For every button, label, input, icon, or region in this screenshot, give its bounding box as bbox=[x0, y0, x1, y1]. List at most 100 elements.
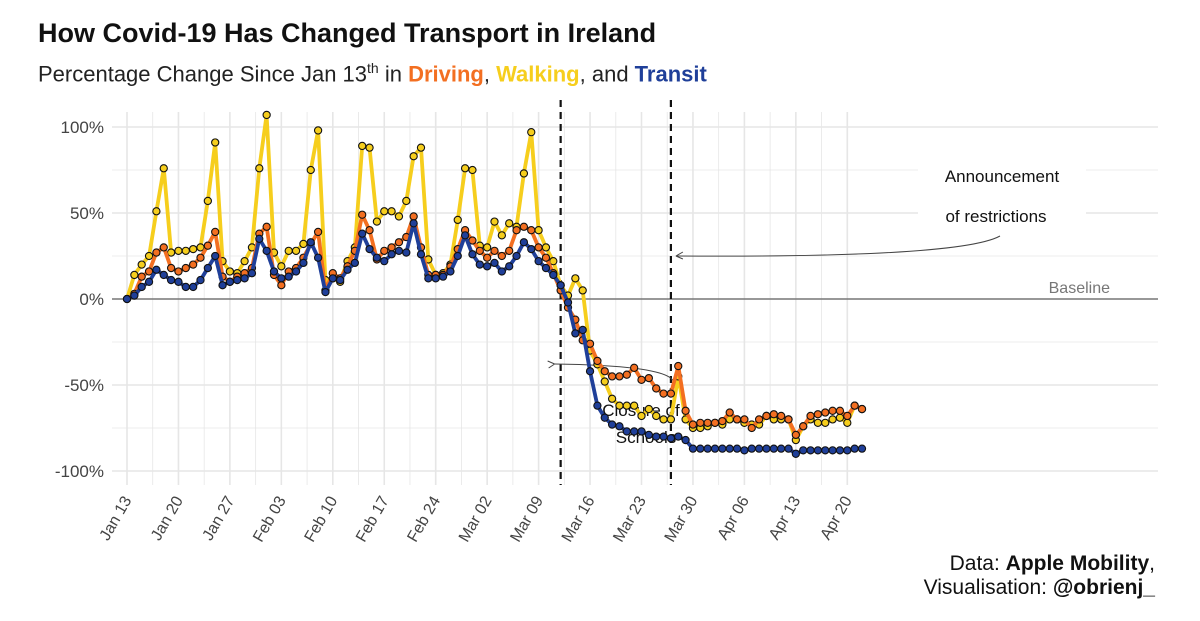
transit-point bbox=[659, 432, 668, 441]
driving-point bbox=[821, 408, 830, 417]
baseline-label: Baseline bbox=[1049, 280, 1110, 297]
transit-point bbox=[512, 251, 521, 261]
walking-point bbox=[152, 207, 161, 216]
transit-point bbox=[784, 444, 793, 453]
transit-point bbox=[754, 444, 764, 453]
walking-point bbox=[615, 401, 624, 410]
x-tick-label: Feb 03 bbox=[250, 493, 290, 545]
transit-point bbox=[519, 238, 529, 247]
driving-point bbox=[497, 251, 506, 261]
driving-point bbox=[718, 416, 727, 426]
driving-point bbox=[394, 238, 404, 247]
transit-point bbox=[188, 282, 198, 292]
transit-point bbox=[130, 291, 139, 300]
walking-point bbox=[130, 270, 139, 280]
walking-point bbox=[225, 267, 235, 276]
walking-point bbox=[666, 415, 676, 424]
driving-point bbox=[600, 367, 609, 376]
subtitle-driving: Driving bbox=[408, 61, 484, 87]
driving-point bbox=[519, 222, 529, 231]
transit-point bbox=[321, 287, 330, 297]
transit-point bbox=[799, 446, 808, 455]
transit-point bbox=[335, 275, 345, 285]
chart-title: How Covid-19 Has Changed Transport in Ir… bbox=[38, 18, 657, 48]
driving-point bbox=[710, 418, 720, 427]
driving-point bbox=[505, 246, 514, 255]
transit-point bbox=[490, 258, 499, 268]
driving-point bbox=[277, 281, 286, 290]
transit-point bbox=[402, 248, 411, 257]
transit-point bbox=[284, 272, 293, 281]
subtitle-comma: , bbox=[483, 61, 497, 87]
walking-point bbox=[828, 415, 837, 424]
caption-vis-prefix: Visualisation: bbox=[923, 576, 1053, 599]
announcement-label-line-1: Announcement bbox=[945, 167, 1060, 186]
driving-point bbox=[644, 373, 653, 383]
driving-point bbox=[806, 411, 815, 421]
walking-point bbox=[365, 143, 374, 152]
transit-point bbox=[791, 449, 800, 458]
driving-point bbox=[681, 406, 690, 415]
transit-point bbox=[622, 427, 631, 436]
transit-point bbox=[762, 444, 771, 453]
transit-point bbox=[453, 251, 462, 261]
walking-point bbox=[571, 274, 580, 283]
driving-point bbox=[754, 415, 764, 424]
transit-point bbox=[615, 422, 624, 431]
transit-point bbox=[313, 253, 323, 262]
transit-point bbox=[747, 444, 756, 453]
walking-point bbox=[240, 257, 249, 266]
walking-point bbox=[284, 246, 293, 255]
caption-line-2: Visualisation: @obrienj_ bbox=[924, 576, 1155, 600]
transit-point bbox=[497, 267, 506, 276]
driving-point bbox=[593, 356, 602, 366]
transit-point bbox=[233, 275, 242, 285]
walking-point bbox=[137, 260, 146, 269]
transit-point bbox=[365, 244, 374, 254]
walking-point bbox=[505, 219, 514, 228]
caption-data-prefix: Data: bbox=[949, 552, 1006, 575]
walking-point bbox=[291, 246, 301, 255]
walking-point bbox=[394, 212, 404, 221]
transit-point bbox=[211, 251, 220, 261]
transit-point bbox=[681, 435, 690, 445]
transit-point bbox=[438, 272, 448, 281]
transit-point bbox=[637, 427, 646, 436]
driving-point bbox=[534, 243, 543, 252]
chart-caption: Data: Apple Mobility, Visualisation: @ob… bbox=[924, 552, 1155, 600]
transit-point bbox=[857, 444, 867, 453]
transit-point bbox=[703, 444, 712, 453]
transit-point bbox=[409, 219, 418, 228]
driving-point bbox=[262, 222, 271, 231]
transit-point bbox=[137, 282, 146, 292]
x-tick-label: Jan 13 bbox=[97, 493, 136, 543]
walking-point bbox=[482, 243, 492, 252]
transit-point bbox=[578, 325, 587, 335]
transit-point bbox=[549, 270, 558, 280]
transit-point bbox=[181, 282, 190, 292]
transit-point bbox=[777, 444, 786, 453]
transit-point bbox=[446, 267, 455, 276]
transit-point bbox=[350, 258, 359, 268]
walking-point bbox=[534, 226, 543, 235]
transit-point bbox=[387, 250, 396, 259]
transit-point bbox=[732, 444, 742, 453]
transit-point bbox=[358, 229, 367, 238]
chart-subtitle: Percentage Change Since Jan 13th in Driv… bbox=[38, 60, 707, 87]
walking-point bbox=[541, 243, 551, 252]
walking-point bbox=[527, 128, 536, 137]
transit-point bbox=[166, 275, 176, 285]
driving-point bbox=[688, 420, 698, 429]
driving-point bbox=[358, 210, 367, 219]
driving-point bbox=[137, 272, 146, 281]
x-tick-label: Feb 10 bbox=[302, 493, 342, 545]
transit-point bbox=[740, 446, 749, 455]
driving-point bbox=[152, 248, 161, 257]
subtitle-walking: Walking bbox=[496, 61, 580, 87]
driving-point bbox=[181, 263, 190, 273]
transit-point bbox=[850, 444, 859, 453]
transit-point bbox=[122, 294, 132, 304]
driving-point bbox=[541, 253, 551, 262]
subtitle-prefix: Percentage Change Since Jan 13 bbox=[38, 61, 368, 87]
transit-point bbox=[534, 257, 543, 266]
